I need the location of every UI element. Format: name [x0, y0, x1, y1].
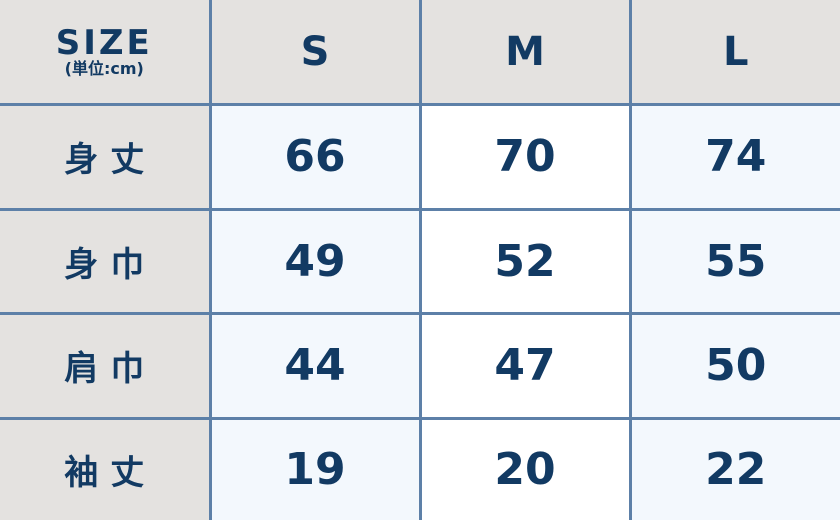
table-row: 肩巾 44 47 50 [0, 312, 840, 420]
value-cell: 74 [628, 103, 840, 211]
row-label: 肩巾 [0, 312, 212, 420]
row-label: 身巾 [0, 207, 212, 316]
header-row: SIZE (単位:cm) S M L [0, 0, 840, 106]
table-row: 袖丈 19 20 22 [0, 416, 840, 520]
value-cell: 50 [628, 312, 840, 420]
row-label: 袖丈 [0, 416, 212, 520]
value-cell: 55 [628, 207, 840, 316]
value-cell: 20 [418, 416, 632, 520]
value-cell: 70 [418, 103, 632, 211]
value-cell: 47 [418, 312, 632, 420]
unit-label: (単位:cm) [64, 58, 144, 78]
table-row: 身丈 66 70 74 [0, 103, 840, 211]
value-cell: 22 [628, 416, 840, 520]
value-cell: 49 [208, 207, 422, 316]
value-cell: 52 [418, 207, 632, 316]
value-cell: 19 [208, 416, 422, 520]
column-header-m: M [418, 0, 632, 106]
row-label: 身丈 [0, 103, 212, 211]
size-title: SIZE [55, 22, 153, 63]
column-header-l: L [628, 0, 840, 106]
value-cell: 66 [208, 103, 422, 211]
size-header-cell: SIZE (単位:cm) [0, 0, 212, 106]
column-header-s: S [208, 0, 422, 106]
value-cell: 44 [208, 312, 422, 420]
table-row: 身巾 49 52 55 [0, 207, 840, 316]
